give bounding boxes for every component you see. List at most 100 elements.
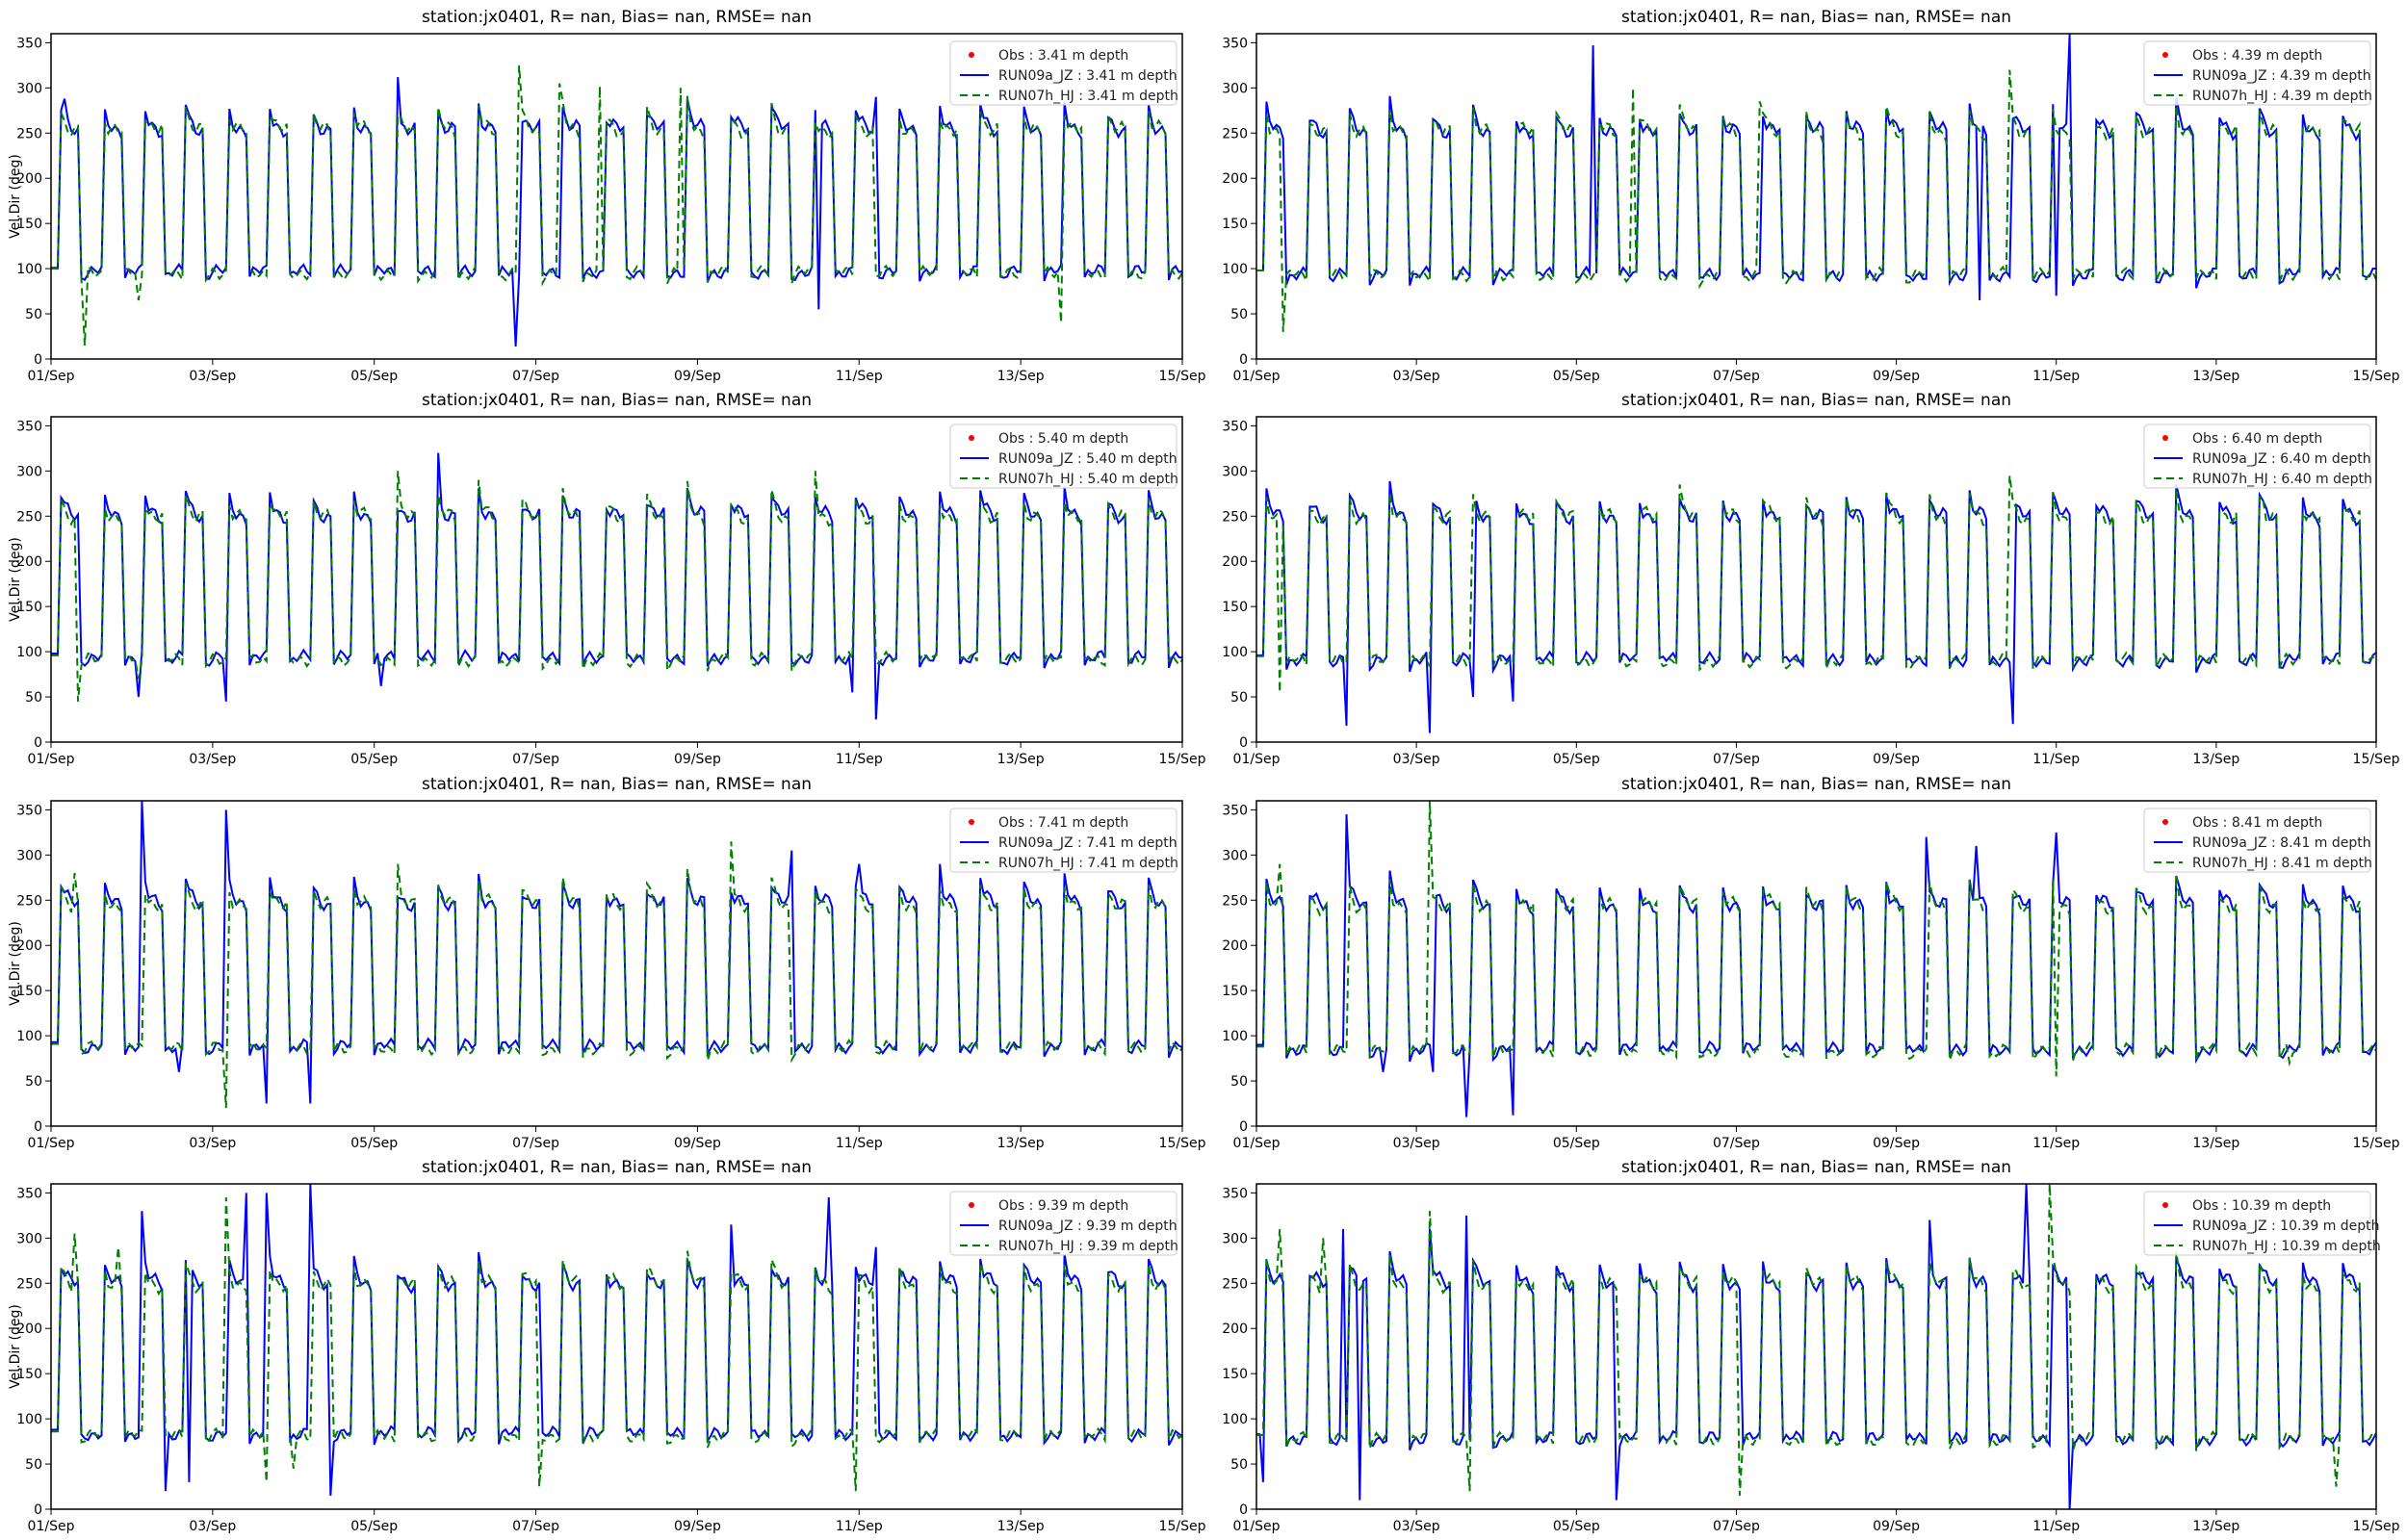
y-tick-label: 250: [1222, 126, 1248, 141]
legend-box: [2143, 808, 2371, 873]
legend: Obs : 6.40 m depth RUN09a_JZ : 6.40 m dep…: [2143, 424, 2372, 489]
subplot-panel-8: station:jx0401, R= nan, Bias= nan, RMSE=…: [1222, 1158, 2399, 1534]
y-tick-label: 350: [16, 36, 42, 51]
x-tick-label: 05/Sep: [1553, 1519, 1600, 1534]
legend: Obs : 5.40 m depth RUN09a_JZ : 5.40 m dep…: [949, 424, 1178, 489]
series-line-run07h-hj: [1256, 69, 2376, 332]
y-tick-label: 0: [34, 352, 42, 368]
y-tick-label: 250: [16, 509, 42, 525]
subplot-title: station:jx0401, R= nan, Bias= nan, RMSE=…: [422, 775, 812, 794]
x-tick-label: 09/Sep: [674, 1136, 721, 1151]
axes-frame: [1255, 800, 2377, 1127]
legend-box: [949, 424, 1178, 489]
y-tick-label: 50: [25, 1074, 42, 1090]
y-tick-label: 350: [16, 803, 42, 818]
y-tick-label: 200: [1222, 554, 1248, 570]
series-line-run09a-jz: [51, 452, 1182, 720]
x-tick-label: 07/Sep: [1713, 1136, 1760, 1151]
y-tick-label: 200: [16, 1322, 42, 1337]
y-tick-label: 0: [34, 1119, 42, 1135]
x-tick-label: 11/Sep: [836, 752, 883, 767]
y-tick-label: 300: [16, 1231, 42, 1246]
axes-frame: [1255, 1183, 2377, 1510]
series-line-run09a-jz: [1256, 814, 2376, 1117]
y-axis-label: Vel.Dir (deg): [8, 921, 23, 1006]
legend-label: Obs : 5.40 m depth: [998, 431, 1128, 447]
legend-label: RUN09a_JZ : 3.41 m depth: [998, 68, 1178, 84]
x-tick-label: 15/Sep: [1159, 1136, 1206, 1151]
x-tick-label: 15/Sep: [1159, 1519, 1206, 1534]
plot-lines: [51, 801, 1182, 1109]
y-tick-label: 250: [1222, 893, 1248, 909]
legend: Obs : 7.41 m depth RUN09a_JZ : 7.41 m dep…: [949, 808, 1178, 873]
subplot-title: station:jx0401, R= nan, Bias= nan, RMSE=…: [422, 1158, 812, 1177]
x-tick-label: 07/Sep: [1713, 1519, 1760, 1534]
y-tick-label: 50: [1230, 1457, 1248, 1473]
axes-frame: [1255, 33, 2377, 360]
y-tick-label: 100: [16, 1412, 42, 1427]
y-axis-label: Vel.Dir (deg): [8, 154, 23, 239]
legend-marker-obs: [969, 1202, 974, 1208]
plot-lines: [1256, 475, 2376, 733]
y-tick-label: 300: [16, 464, 42, 479]
x-tick-label: 15/Sep: [1159, 369, 1206, 384]
legend-label: Obs : 3.41 m depth: [998, 48, 1128, 64]
x-tick-label: 09/Sep: [1873, 369, 1920, 384]
x-tick-label: 09/Sep: [1873, 1136, 1920, 1151]
x-tick-label: 13/Sep: [997, 1519, 1045, 1534]
y-tick-label: 200: [1222, 938, 1248, 954]
y-tick-label: 350: [1222, 803, 1248, 818]
legend-box: [2143, 40, 2371, 106]
series-line-run07h-hj: [1256, 801, 2376, 1077]
x-tick-label: 05/Sep: [350, 369, 398, 384]
y-axis-label: Vel.Dir (deg): [8, 1304, 23, 1389]
x-tick-label: 03/Sep: [1393, 1519, 1440, 1534]
x-tick-label: 03/Sep: [189, 752, 236, 767]
legend-label: RUN09a_JZ : 5.40 m depth: [998, 451, 1178, 467]
legend-label: Obs : 4.39 m depth: [2192, 48, 2322, 64]
x-tick-label: 13/Sep: [2192, 369, 2239, 384]
legend-marker-obs: [2162, 1202, 2168, 1208]
y-tick-label: 200: [1222, 171, 1248, 187]
x-tick-label: 05/Sep: [350, 1136, 398, 1151]
y-tick-label: 250: [1222, 1276, 1248, 1292]
series-line-run07h-hj: [51, 471, 1182, 702]
legend-label: RUN07h_HJ : 9.39 m depth: [998, 1239, 1178, 1254]
legend-label: RUN07h_HJ : 4.39 m depth: [2192, 89, 2372, 104]
legend-label: RUN09a_JZ : 8.41 m depth: [2192, 835, 2371, 851]
x-tick-label: 01/Sep: [1233, 752, 1281, 767]
legend: Obs : 9.39 m depth RUN09a_JZ : 9.39 m dep…: [949, 1191, 1178, 1256]
legend-label: RUN09a_JZ : 4.39 m depth: [2192, 68, 2371, 84]
y-axis-label: Vel.Dir (deg): [8, 537, 23, 622]
y-tick-label: 150: [16, 217, 42, 232]
axes-frame: [50, 33, 1183, 360]
x-tick-label: 05/Sep: [1553, 1136, 1600, 1151]
legend-label: RUN07h_HJ : 5.40 m depth: [998, 472, 1178, 487]
legend-label: Obs : 8.41 m depth: [2192, 815, 2322, 831]
y-tick-label: 100: [1222, 1412, 1248, 1427]
y-tick-label: 350: [1222, 419, 1248, 434]
y-tick-label: 300: [16, 848, 42, 863]
y-tick-label: 100: [1222, 1029, 1248, 1044]
y-tick-label: 200: [16, 938, 42, 954]
y-tick-label: 200: [16, 171, 42, 187]
axes-frame: [50, 800, 1183, 1127]
axes-frame: [50, 1183, 1183, 1510]
legend-marker-obs: [969, 52, 974, 58]
x-tick-label: 01/Sep: [28, 752, 75, 767]
axes-frame: [50, 416, 1183, 743]
y-tick-label: 300: [1222, 1231, 1248, 1246]
x-tick-label: 01/Sep: [28, 1136, 75, 1151]
y-tick-label: 50: [1230, 690, 1248, 706]
subplot-panel-5: station:jx0401, R= nan, Bias= nan, RMSE=…: [8, 775, 1206, 1151]
y-tick-label: 50: [1230, 1074, 1248, 1090]
legend-label: Obs : 10.39 m depth: [2192, 1198, 2331, 1214]
legend-box: [949, 808, 1178, 873]
x-tick-label: 05/Sep: [350, 752, 398, 767]
series-line-run09a-jz: [51, 77, 1182, 346]
x-tick-label: 13/Sep: [997, 1136, 1045, 1151]
legend-marker-obs: [2162, 819, 2168, 825]
y-tick-label: 350: [1222, 1186, 1248, 1201]
plot-lines: [51, 64, 1182, 346]
